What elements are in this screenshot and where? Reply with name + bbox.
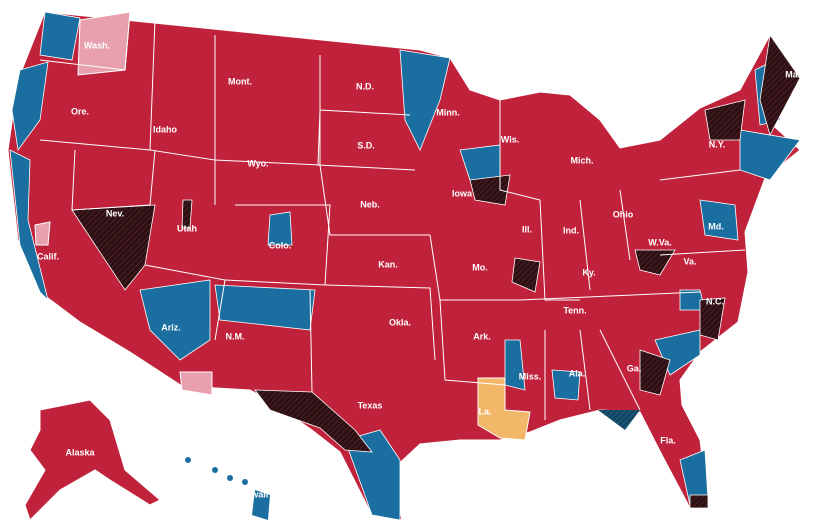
state-label: Alaska bbox=[65, 447, 95, 457]
state-label: Miss. bbox=[519, 371, 542, 381]
state-label: Kan. bbox=[378, 259, 398, 269]
state-label: N.Y. bbox=[709, 139, 726, 149]
state-label: Iowa bbox=[452, 188, 473, 198]
state-label: Ind. bbox=[563, 225, 579, 235]
pink-region bbox=[34, 221, 51, 246]
state-label: Okla. bbox=[389, 317, 411, 327]
state-label: La. bbox=[478, 406, 491, 416]
orange-region bbox=[477, 377, 531, 441]
state-borders bbox=[39, 11, 746, 420]
state-label: Maine bbox=[785, 69, 811, 79]
state-label: Neb. bbox=[360, 199, 380, 209]
state-label: Hawaii bbox=[240, 489, 269, 499]
state-label: Mont. bbox=[228, 76, 252, 86]
hawaii bbox=[185, 457, 270, 520]
state-label: Minn. bbox=[436, 107, 460, 117]
state-label: S.D. bbox=[357, 140, 375, 150]
alaska bbox=[24, 399, 161, 521]
state-label: Calif. bbox=[37, 251, 59, 261]
state-label: Wis. bbox=[501, 134, 519, 144]
state-label: Nev. bbox=[106, 208, 124, 218]
state-label: Ark. bbox=[473, 331, 491, 341]
state-label: Ga. bbox=[627, 363, 642, 373]
state-label: Ill. bbox=[522, 224, 532, 234]
state-labels: Wash. Ore. Calif. Nev. Idaho Mont. Wyo. … bbox=[37, 40, 811, 499]
state-label: Ala. bbox=[569, 368, 586, 378]
state-label: Wash. bbox=[84, 40, 110, 50]
state-label: Tenn. bbox=[563, 305, 586, 315]
state-label: Mo. bbox=[472, 262, 488, 272]
state-label: Ky. bbox=[582, 267, 595, 277]
state-label: Ohio bbox=[613, 209, 634, 219]
state-label: N.C. bbox=[706, 296, 724, 306]
state-label: N.M. bbox=[226, 331, 245, 341]
state-label: Fla. bbox=[660, 435, 676, 445]
state-label: Va. bbox=[683, 256, 696, 266]
state-label: Ariz. bbox=[161, 322, 181, 332]
state-label: Ore. bbox=[71, 106, 89, 116]
state-label: Utah bbox=[177, 223, 197, 233]
state-label: Mich. bbox=[570, 155, 593, 165]
state-label: Colo. bbox=[269, 240, 292, 250]
hatched-blue bbox=[598, 410, 640, 430]
state-label: N.D. bbox=[356, 81, 374, 91]
pink-region bbox=[179, 371, 213, 396]
state-label: Texas bbox=[358, 400, 383, 410]
state-label: W.Va. bbox=[648, 237, 672, 247]
state-label: Idaho bbox=[153, 124, 178, 134]
hatched-regions bbox=[71, 33, 801, 509]
state-label: Md. bbox=[708, 221, 724, 231]
state-label: Wyo. bbox=[247, 158, 268, 168]
